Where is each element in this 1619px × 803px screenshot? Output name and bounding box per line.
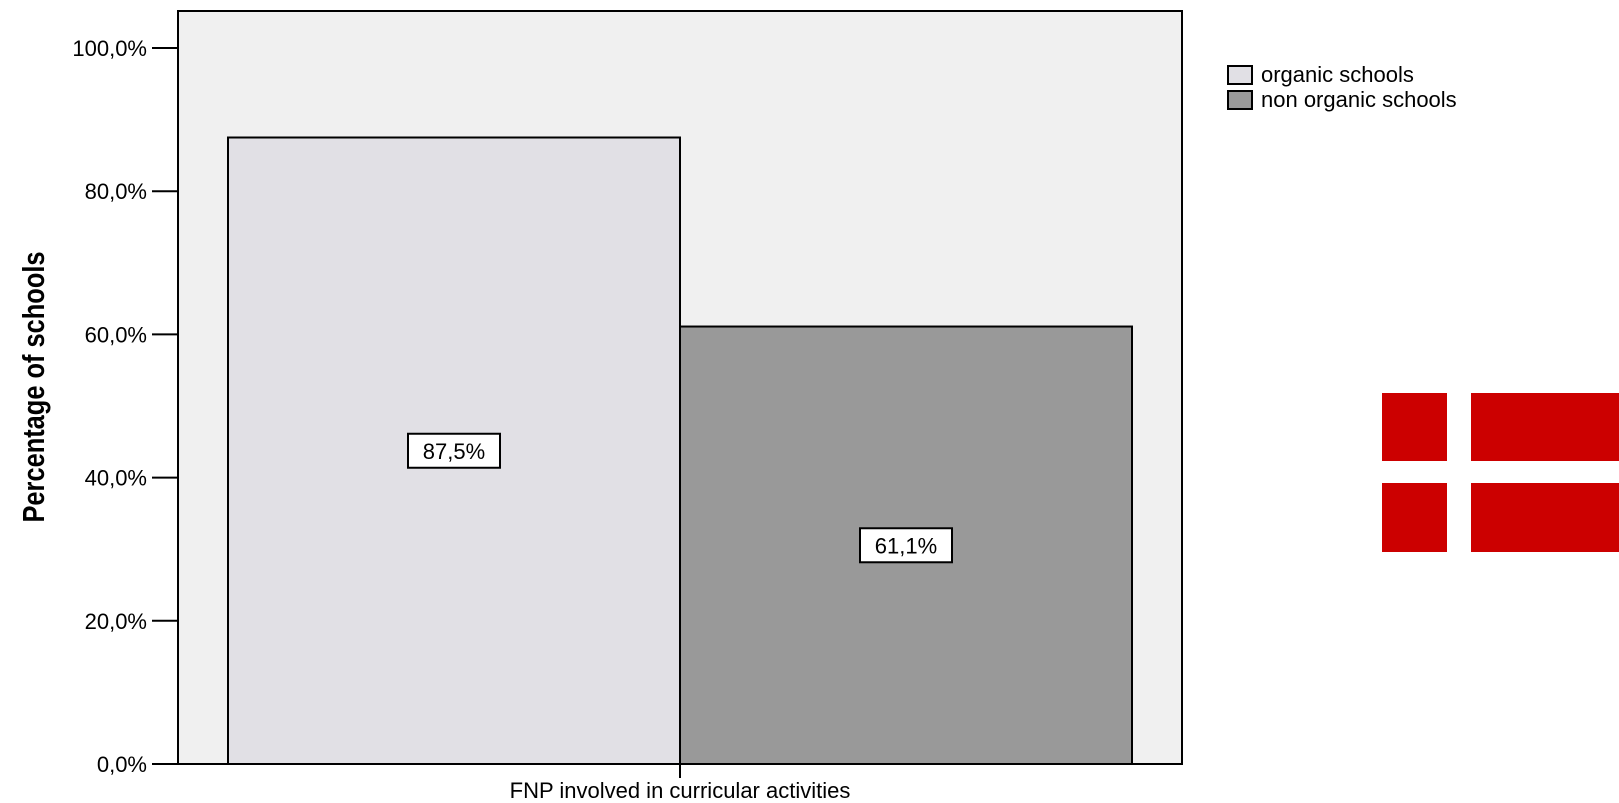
y-tick-label: 0,0% [97,752,147,777]
legend-label: organic schools [1261,62,1414,87]
y-tick-label: 80,0% [85,179,147,204]
legend-swatch [1228,66,1252,84]
data-label: 61,1% [875,533,937,558]
y-axis: 0,0% 20,0% 40,0% 60,0% 80,0% 100,0% [72,36,178,777]
y-tick-label: 40,0% [85,466,147,491]
legend-label: non organic schools [1261,87,1457,112]
flag-cross-horizontal [1382,461,1619,483]
legend-swatch [1228,91,1252,109]
denmark-flag-icon [1382,393,1619,552]
y-axis-title: Percentage of schools [17,251,52,522]
x-axis: FNP involved in curricular activities [510,764,851,803]
x-category-label: FNP involved in curricular activities [510,778,851,803]
y-tick-label: 60,0% [85,322,147,347]
y-tick-label: 20,0% [85,609,147,634]
y-tick-label: 100,0% [72,36,147,61]
data-label: 87,5% [423,439,485,464]
